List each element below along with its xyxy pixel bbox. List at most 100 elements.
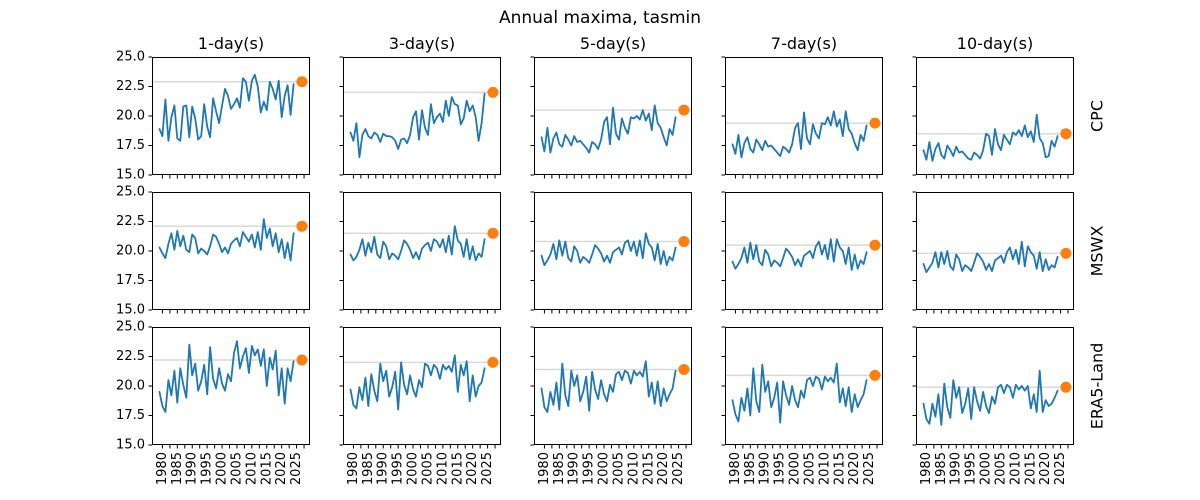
- highlight-dot: [1060, 128, 1072, 140]
- x-tick-label: 2025: [289, 452, 304, 485]
- x-tick-label: 2020: [465, 452, 480, 485]
- highlight-dot: [296, 220, 308, 232]
- x-tick-label: 1995: [582, 452, 597, 485]
- x-tick-label: 2015: [1023, 452, 1038, 485]
- column-title-5-day: 5-day(s): [579, 34, 647, 53]
- series-line: [349, 225, 486, 262]
- highlight-dot: [487, 356, 499, 368]
- x-tick-label: 2010: [435, 452, 450, 485]
- column-title-7-day: 7-day(s): [770, 34, 838, 53]
- x-tick-label: 1980: [346, 452, 361, 485]
- panel-ERA5-Land-7-day(s): 1980 1985 1990 1995 2000 2005 2010 2015 2020 2025: [721, 326, 883, 485]
- x-tick-label: 1990: [376, 452, 391, 485]
- highlight-dot: [1060, 247, 1072, 259]
- panel-CPC-7-day(s): [721, 56, 883, 179]
- y-tick-label: 17.5: [116, 138, 145, 153]
- x-tick-label: 2025: [862, 452, 877, 485]
- x-tick-label: 2000: [788, 452, 803, 485]
- series-line: [540, 232, 677, 267]
- x-tick-label: 2005: [229, 452, 244, 485]
- axes-box: [534, 327, 692, 445]
- series-line: [158, 218, 295, 262]
- axes-box: [916, 57, 1074, 175]
- x-tick-label: 2000: [406, 452, 421, 485]
- x-tick-label: 2025: [671, 452, 686, 485]
- series-line: [731, 362, 868, 424]
- x-tick-label: 1980: [155, 452, 170, 485]
- axes-box: [343, 192, 501, 310]
- x-tick-label: 2010: [244, 452, 259, 485]
- y-tick-label: 20.0: [116, 244, 145, 259]
- panel-MSWX-3-day(s): [339, 191, 501, 314]
- column-title-10-day: 10-day(s): [956, 34, 1034, 53]
- highlight-dot: [869, 117, 881, 129]
- x-tick-label: 2015: [641, 452, 656, 485]
- panel-CPC-10-day(s): [912, 56, 1074, 179]
- panel-ERA5-Land-1-day(s): 1980 1985 1990 1995 2000 2005 2010 2015 2020 2025…: [116, 320, 310, 485]
- highlight-dot: [678, 363, 690, 375]
- row-label-mswx: MSWX: [1087, 225, 1107, 277]
- x-tick-label: 1980: [537, 452, 552, 485]
- x-tick-label: 2010: [817, 452, 832, 485]
- axes-box: [725, 57, 883, 175]
- axes-box: [152, 192, 310, 310]
- x-tick-label: 1985: [361, 452, 376, 485]
- series-line: [349, 92, 486, 159]
- y-tick-label: 20.0: [116, 109, 145, 124]
- highlight-dot: [296, 76, 308, 88]
- y-tick-label: 20.0: [116, 379, 145, 394]
- y-tick-label: 25.0: [116, 320, 145, 335]
- x-tick-label: 1985: [552, 452, 567, 485]
- x-tick-label: 1980: [728, 452, 743, 485]
- y-tick-label: 17.5: [116, 408, 145, 423]
- x-tick-label: 2015: [450, 452, 465, 485]
- panel-MSWX-7-day(s): [721, 191, 883, 314]
- highlight-dot: [869, 369, 881, 381]
- x-tick-label: 1990: [567, 452, 582, 485]
- x-tick-label: 1980: [919, 452, 934, 485]
- panel-CPC-1-day(s): 15.0 17.5 20.0 22.5 25.0: [116, 50, 310, 183]
- highlight-dot: [487, 86, 499, 98]
- x-tick-label: 2005: [420, 452, 435, 485]
- series-line: [922, 113, 1059, 162]
- x-tick-label: 2015: [259, 452, 274, 485]
- x-tick-label: 1990: [758, 452, 773, 485]
- x-tick-label: 2015: [832, 452, 847, 485]
- axes-box: [916, 192, 1074, 310]
- highlight-dot: [296, 354, 308, 366]
- axes-box: [534, 192, 692, 310]
- y-tick-label: 15.0: [116, 168, 145, 183]
- axes-box: [725, 192, 883, 310]
- x-tick-label: 2000: [215, 452, 230, 485]
- x-tick-label: 1985: [743, 452, 758, 485]
- x-tick-label: 2005: [802, 452, 817, 485]
- series-line: [158, 73, 295, 142]
- series-line: [349, 354, 486, 411]
- x-tick-label: 2010: [1008, 452, 1023, 485]
- panel-CPC-3-day(s): [339, 56, 501, 179]
- y-tick-label: 22.5: [116, 79, 145, 94]
- panel-MSWX-1-day(s): 15.0 17.5 20.0 22.5 25.0: [116, 185, 310, 318]
- series-line: [922, 369, 1059, 426]
- x-tick-label: 1990: [949, 452, 964, 485]
- x-tick-label: 2000: [597, 452, 612, 485]
- highlight-dot: [678, 236, 690, 248]
- column-title-3-day: 3-day(s): [388, 34, 456, 53]
- x-tick-label: 1995: [964, 452, 979, 485]
- panel-ERA5-Land-3-day(s): 1980 1985 1990 1995 2000 2005 2010 2015 2020 2025: [339, 326, 501, 485]
- y-tick-label: 15.0: [116, 303, 145, 318]
- y-tick-label: 22.5: [116, 214, 145, 229]
- figure-title: Annual maxima, tasmin: [498, 8, 702, 28]
- series-line: [540, 104, 677, 154]
- highlight-dot: [487, 227, 499, 239]
- x-tick-label: 2020: [656, 452, 671, 485]
- axes-box: [725, 327, 883, 445]
- x-tick-label: 2025: [480, 452, 495, 485]
- x-tick-label: 2005: [611, 452, 626, 485]
- x-tick-label: 2010: [626, 452, 641, 485]
- axes-box: [343, 327, 501, 445]
- series-line: [922, 240, 1059, 274]
- axes-box: [534, 57, 692, 175]
